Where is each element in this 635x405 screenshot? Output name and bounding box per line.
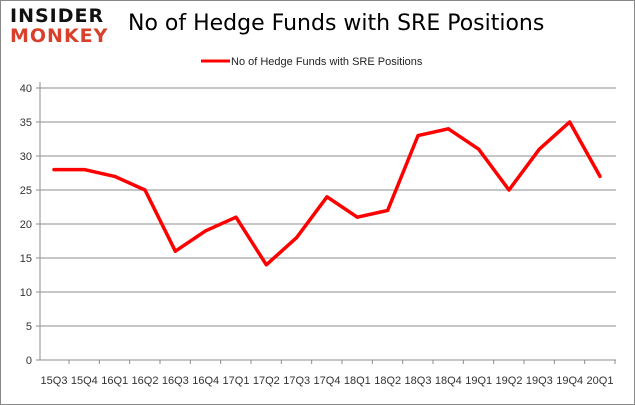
- data-point: [537, 147, 541, 151]
- data-point: [52, 168, 56, 172]
- x-tick-label: 15Q4: [71, 375, 98, 387]
- x-tick-label: 17Q3: [283, 375, 310, 387]
- y-tick-label: 30: [20, 151, 32, 163]
- data-point: [568, 120, 572, 124]
- x-tick-label: 19Q2: [496, 375, 523, 387]
- data-point: [143, 188, 147, 192]
- insider-monkey-logo: INSIDER MONKEY: [10, 6, 108, 46]
- data-point: [264, 263, 268, 267]
- data-point: [416, 134, 420, 138]
- x-tick-label: 16Q2: [132, 375, 159, 387]
- x-tick-label: 16Q1: [101, 375, 128, 387]
- x-tick-label: 16Q3: [162, 375, 189, 387]
- x-tick-label: 19Q3: [526, 375, 553, 387]
- data-point: [355, 215, 359, 219]
- data-point: [507, 188, 511, 192]
- logo-line2: MONKEY: [10, 25, 109, 47]
- data-point: [173, 249, 177, 253]
- y-tick-label: 35: [20, 117, 32, 129]
- x-tick-label: 18Q3: [405, 375, 432, 387]
- y-tick-label: 20: [20, 219, 32, 231]
- data-point: [82, 168, 86, 172]
- y-tick-label: 10: [20, 287, 32, 299]
- y-tick-label: 40: [20, 83, 32, 95]
- x-tick-label: 20Q1: [587, 375, 614, 387]
- y-tick-label: 5: [26, 321, 32, 333]
- data-point: [446, 127, 450, 131]
- data-point: [598, 174, 602, 178]
- x-tick-label: 15Q3: [41, 375, 68, 387]
- x-tick-label: 16Q4: [192, 375, 219, 387]
- chart-title: No of Hedge Funds with SRE Positions: [128, 11, 545, 36]
- x-tick-label: 17Q2: [253, 375, 280, 387]
- series-line: [52, 120, 602, 267]
- logo-line1: INSIDER: [10, 5, 105, 27]
- data-point: [295, 236, 299, 240]
- data-point: [325, 195, 329, 199]
- x-tick-label: 18Q1: [344, 375, 371, 387]
- data-point: [234, 215, 238, 219]
- data-point: [204, 229, 208, 233]
- y-tick-label: 0: [26, 355, 32, 367]
- data-point: [386, 208, 390, 212]
- x-tick-label: 17Q4: [314, 375, 341, 387]
- x-tick-label: 19Q1: [465, 375, 492, 387]
- y-tick-label: 15: [20, 253, 32, 265]
- x-tick-label: 17Q1: [223, 375, 250, 387]
- data-point: [113, 174, 117, 178]
- x-tick-label: 18Q2: [374, 375, 401, 387]
- x-tick-label: 19Q4: [556, 375, 583, 387]
- x-tick-label: 18Q4: [435, 375, 462, 387]
- data-point: [477, 147, 481, 151]
- y-tick-label: 25: [20, 185, 32, 197]
- legend-label: No of Hedge Funds with SRE Positions: [231, 56, 423, 68]
